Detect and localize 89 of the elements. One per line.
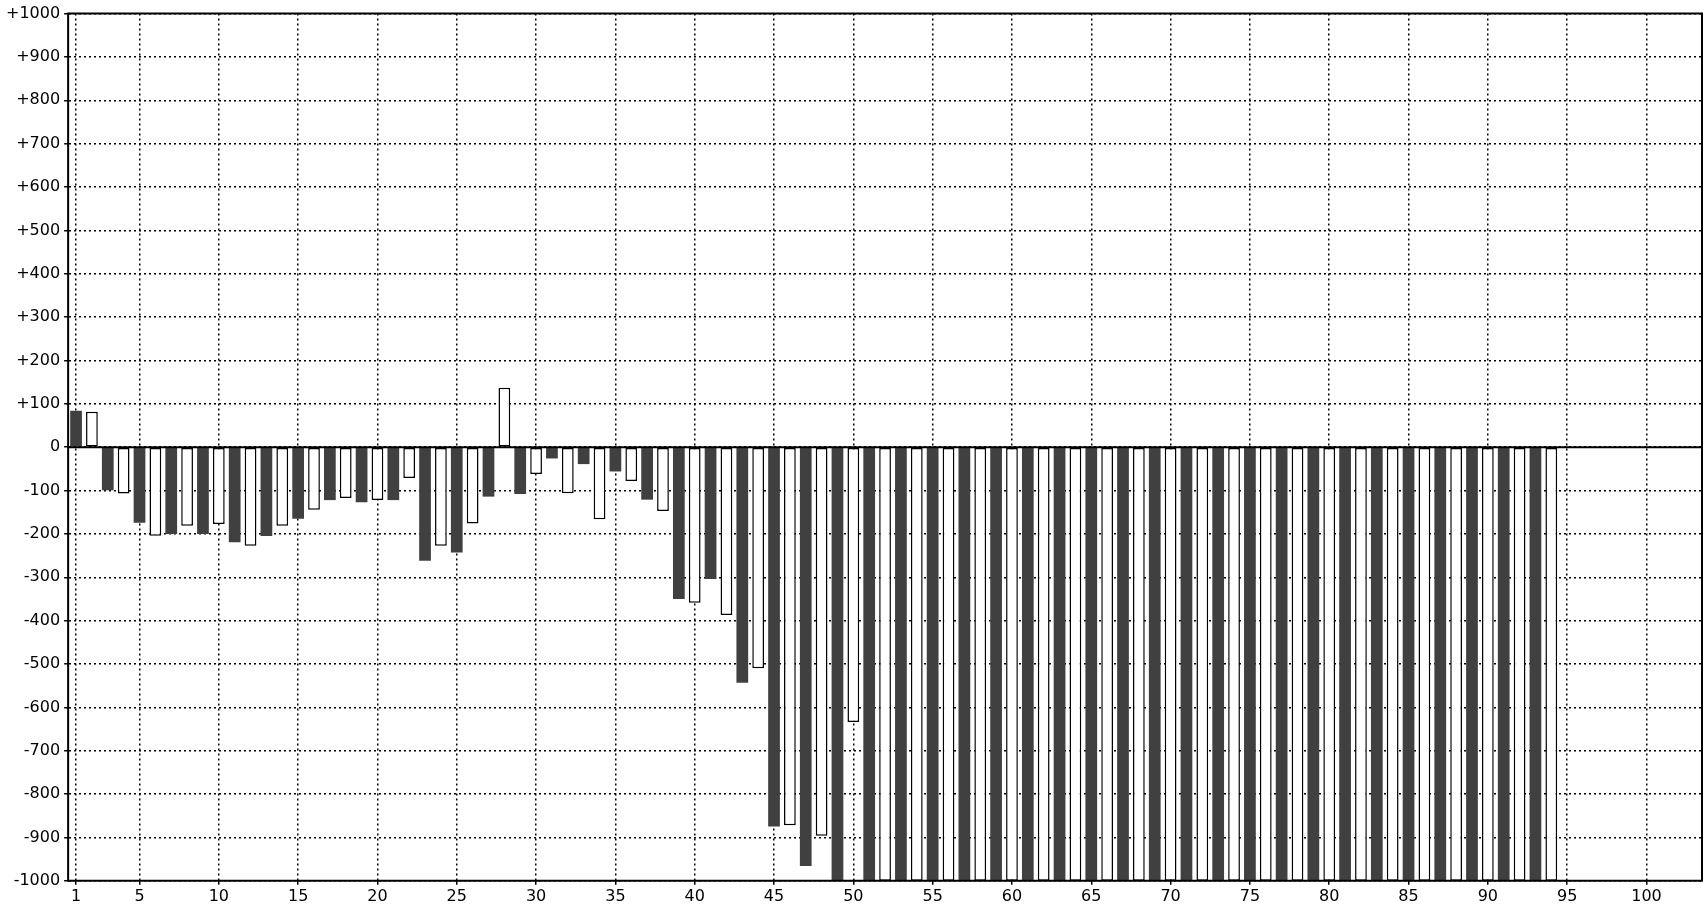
bar: [863, 447, 876, 881]
y-tick-label: -700: [23, 739, 61, 759]
bar: [1307, 447, 1320, 881]
bar: [958, 447, 971, 881]
bar: [704, 447, 717, 580]
bar: [1466, 447, 1478, 881]
x-tick-label: 80: [1319, 885, 1340, 905]
y-tick-label: +400: [16, 262, 61, 282]
bar: [323, 447, 336, 501]
y-tick-label: -400: [23, 609, 61, 629]
bar: [1021, 447, 1034, 881]
y-tick-label: +700: [16, 132, 61, 152]
x-tick-label: 10: [208, 885, 229, 905]
y-tick-label: +900: [16, 46, 61, 66]
bar: [609, 447, 622, 472]
bar: [482, 447, 495, 497]
x-tick-label: 60: [1001, 885, 1023, 905]
y-tick-label: +200: [16, 349, 61, 369]
x-tick-label: 70: [1160, 885, 1181, 905]
x-tick-label: 15: [287, 885, 309, 905]
y-tick-label: +300: [16, 306, 61, 326]
bar: [546, 447, 558, 459]
bar: [197, 447, 209, 534]
y-tick-label: +800: [16, 89, 61, 109]
x-tick-label: 45: [763, 885, 785, 905]
bar: [736, 447, 749, 683]
x-tick-label: 75: [1239, 885, 1261, 905]
x-tick-label: 100: [1631, 885, 1662, 905]
bar: [1497, 447, 1510, 881]
x-tick-label: 25: [446, 885, 467, 905]
bar: [387, 447, 400, 501]
y-tick-label: -200: [23, 523, 61, 543]
x-tick-label: 55: [922, 885, 943, 905]
bar: [577, 447, 590, 465]
bar: [419, 447, 431, 561]
y-tick-label: -100: [23, 479, 61, 499]
x-tick-label: 40: [684, 885, 705, 905]
x-tick-label: 90: [1477, 885, 1499, 905]
bar: [672, 447, 685, 599]
bar: [1053, 447, 1066, 881]
bar: [1402, 447, 1415, 881]
x-tick-label: 35: [605, 885, 626, 905]
bar: [1085, 447, 1098, 881]
bar: [768, 447, 780, 827]
y-tick-label: +1000: [6, 2, 61, 22]
y-tick-label: -300: [23, 566, 61, 586]
bar: [1434, 447, 1447, 881]
bar: [355, 447, 368, 503]
bar: [926, 447, 939, 881]
bar: [990, 447, 1002, 881]
y-tick-label: -600: [23, 696, 61, 716]
bar: [1180, 447, 1193, 881]
bar: [260, 447, 273, 537]
y-tick-label: -800: [23, 783, 61, 803]
bar: [228, 447, 241, 543]
y-tick-label: +500: [16, 219, 61, 239]
x-tick-label: 95: [1556, 885, 1578, 905]
bar: [70, 410, 82, 447]
x-tick-label: 85: [1398, 885, 1419, 905]
x-tick-label: 20: [367, 885, 388, 905]
bar: [1275, 447, 1288, 881]
bar: [1529, 447, 1542, 881]
x-tick-label: 5: [134, 885, 145, 905]
bar: [1117, 447, 1129, 881]
bar: [292, 447, 305, 519]
bar: [1370, 447, 1383, 881]
bar: [641, 447, 653, 500]
bar: [895, 447, 907, 881]
x-tick-label: 50: [843, 885, 864, 905]
y-tick-label: -900: [23, 826, 61, 846]
bar: [1148, 447, 1161, 881]
bar: [1339, 447, 1351, 881]
bar: [101, 447, 114, 491]
x-tick-label: 1: [70, 885, 82, 905]
bar: [514, 447, 527, 495]
y-tick-label: 0: [49, 436, 61, 456]
bar: [831, 447, 844, 881]
y-tick-label: -1000: [13, 869, 61, 889]
bar: [1244, 447, 1256, 881]
y-tick-label: +100: [16, 393, 61, 412]
bar: [799, 447, 812, 867]
y-tick-label: +600: [16, 176, 61, 196]
bar: [450, 447, 463, 553]
x-tick-label: 65: [1081, 885, 1102, 905]
bar: [133, 447, 146, 523]
bar: [165, 447, 178, 534]
y-tick-label: -500: [23, 653, 61, 673]
x-tick-label: 30: [525, 885, 547, 905]
bar: [1212, 447, 1225, 881]
